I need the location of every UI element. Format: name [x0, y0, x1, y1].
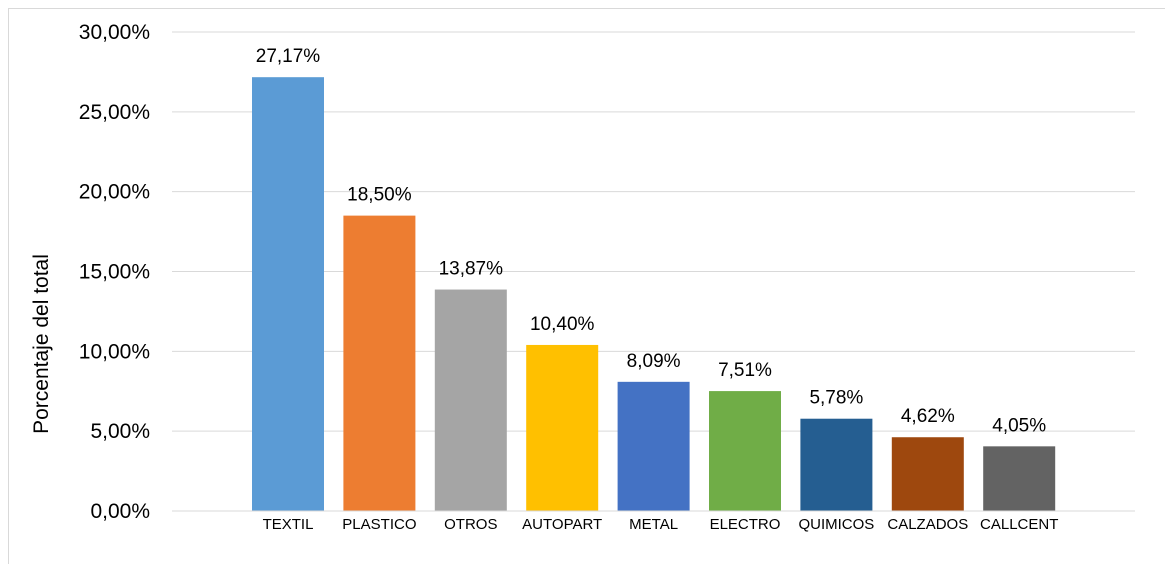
bar-otros — [434, 289, 507, 511]
data-label: 27,17% — [256, 46, 321, 67]
category-labels: TEXTIL PLASTICO OTROS AUTOPART METAL ELECTRO Q… — [263, 516, 1059, 533]
data-label: 4,05% — [992, 415, 1046, 436]
y-axis-ticks: 0,00% 5,00% 10,00% 15,00% 20,00% 25,00% 30,00% — [79, 21, 150, 523]
category-label: AUTOPART — [522, 516, 602, 533]
y-tick-label: 10,00% — [79, 340, 150, 363]
data-labels: 27,17% 18,50% 13,87% 10,40% 8,09% 7,51% 5,78% 4… — [256, 46, 1046, 436]
y-tick-label: 20,00% — [79, 181, 150, 204]
bars — [252, 77, 1056, 511]
data-label: 5,78% — [809, 388, 863, 409]
bar-textil — [252, 77, 324, 511]
bar-plastico — [343, 215, 416, 511]
data-label: 18,50% — [347, 185, 412, 206]
data-label: 13,87% — [439, 259, 504, 280]
bar-calzados — [891, 437, 964, 511]
y-tick-label: 5,00% — [90, 420, 150, 443]
category-label: TEXTIL — [263, 516, 314, 533]
bar-metal — [617, 381, 690, 511]
bar-callcent — [983, 446, 1056, 511]
data-label: 7,51% — [718, 360, 772, 381]
y-axis-label: Porcentaje del total — [30, 254, 53, 434]
y-tick-label: 30,00% — [79, 21, 150, 44]
category-label: CALLCENT — [980, 516, 1058, 533]
bar-autopart — [526, 344, 599, 511]
category-label: QUIMICOS — [798, 516, 874, 533]
category-label: PLASTICO — [342, 516, 416, 533]
bar-electro — [709, 391, 781, 511]
data-label: 8,09% — [627, 351, 681, 372]
data-label: 10,40% — [530, 314, 595, 335]
bar-quimicos — [800, 418, 873, 511]
category-label: METAL — [629, 516, 678, 533]
data-label: 4,62% — [901, 406, 955, 427]
y-tick-label: 0,00% — [90, 500, 150, 523]
category-label: CALZADOS — [887, 516, 968, 533]
category-label: ELECTRO — [710, 516, 781, 533]
y-tick-label: 15,00% — [79, 261, 150, 284]
y-tick-label: 25,00% — [79, 101, 150, 124]
category-label: OTROS — [444, 516, 497, 533]
